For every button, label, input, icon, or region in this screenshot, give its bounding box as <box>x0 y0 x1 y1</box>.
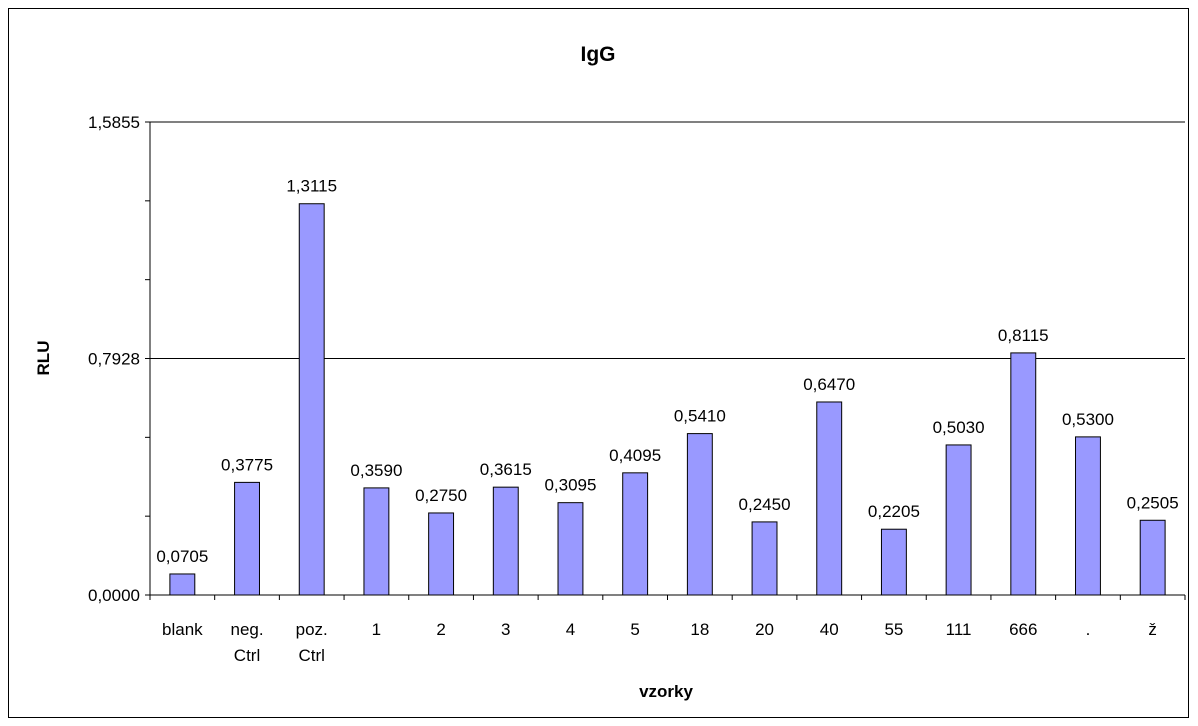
bar-15 <box>1139 519 1166 596</box>
x-tick-label-2-1: Ctrl <box>298 646 324 665</box>
x-tick-label-3-0: 1 <box>372 620 381 639</box>
x-tick-label-1-0: neg. <box>230 620 263 639</box>
data-label-5: 0,3615 <box>480 460 532 479</box>
bar-14 <box>1075 436 1101 596</box>
chart-frame <box>8 8 1189 718</box>
bar-3 <box>363 487 390 596</box>
data-label-6: 0,3095 <box>544 476 596 495</box>
x-tick-label-13-0: 666 <box>1009 620 1037 639</box>
data-label-2: 1,3115 <box>286 177 337 196</box>
y-tick-label-2: 1,5855 <box>88 113 140 132</box>
bar-8 <box>686 433 713 596</box>
x-tick-label-2-0: poz. <box>296 620 328 639</box>
data-label-4: 0,2750 <box>415 486 467 505</box>
data-label-12: 0,5030 <box>933 418 985 437</box>
data-label-8: 0,5410 <box>674 407 726 426</box>
x-tick-label-4-0: 2 <box>436 620 445 639</box>
data-label-3: 0,3590 <box>350 461 402 480</box>
x-tick-label-8-0: 18 <box>690 620 709 639</box>
bar-4 <box>428 512 455 596</box>
bar-10 <box>816 401 843 596</box>
bar-6 <box>557 502 584 596</box>
x-tick-label-12-0: 111 <box>946 620 972 639</box>
bar-12 <box>945 444 972 596</box>
y-tick-label-0: 0,0000 <box>88 586 140 605</box>
x-tick-label-1-1: Ctrl <box>234 646 260 665</box>
x-tick-label-11-0: 55 <box>884 620 903 639</box>
y-axis-title: RLU <box>34 341 53 376</box>
data-label-13: 0,8115 <box>998 326 1049 345</box>
bar-7 <box>622 472 649 596</box>
x-axis-title: vzorky <box>639 682 693 701</box>
x-tick-label-14-0: . <box>1086 620 1091 639</box>
bar-11 <box>880 528 907 596</box>
x-tick-label-5-0: 3 <box>501 620 510 639</box>
x-tick-label-15-0: ž <box>1148 620 1157 639</box>
data-label-9: 0,2450 <box>739 495 791 514</box>
bars <box>169 203 1166 596</box>
data-label-14: 0,5300 <box>1062 410 1114 429</box>
bar-0 <box>169 573 196 596</box>
y-tick-label-1: 0,7928 <box>88 349 140 368</box>
x-tick-label-9-0: 20 <box>755 620 774 639</box>
bar-1 <box>234 481 260 596</box>
bar-2 <box>298 203 325 596</box>
x-tick-label-10-0: 40 <box>820 620 839 639</box>
data-label-0: 0,0705 <box>156 547 208 566</box>
x-tick-label-6-0: 4 <box>566 620 575 639</box>
bar-9 <box>751 521 778 596</box>
tick-labels: 0,0000 0,7928 1,5855 blank neg. Ctrl poz. Ctrl 1… <box>88 113 1157 665</box>
x-tick-label-7-0: 5 <box>630 620 639 639</box>
data-label-7: 0,4095 <box>609 446 661 465</box>
data-label-10: 0,6470 <box>803 375 855 394</box>
data-label-15: 0,2505 <box>1127 493 1179 512</box>
data-label-1: 0,3775 <box>221 455 273 474</box>
data-labels: 0,0705 0,3775 1,3115 0,3590 0,2750 0,3615 0,30… <box>156 177 1178 566</box>
bar-13 <box>1010 352 1037 596</box>
bar-5 <box>492 486 519 596</box>
data-label-11: 0,2205 <box>868 502 920 521</box>
chart-title: IgG <box>581 43 616 66</box>
x-tick-label-0-0: blank <box>162 620 203 639</box>
